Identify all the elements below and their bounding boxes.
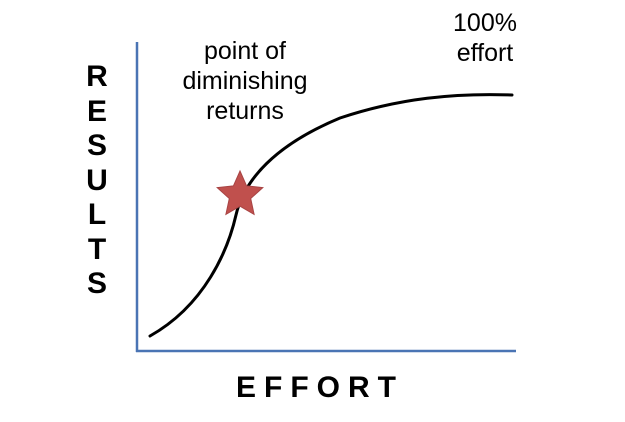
y-axis-label-letter: E [86, 94, 107, 128]
annotation-line: diminishing [182, 67, 308, 95]
diminishing-returns-star-marker [216, 169, 264, 216]
full-effort-annotation: 100% effort [430, 8, 540, 68]
y-axis-label-letter: T [87, 232, 107, 266]
annotation-line: returns [206, 97, 284, 125]
y-axis-label-letter: R [86, 60, 108, 93]
annotation-line: effort [456, 39, 514, 67]
y-axis-label-letter: S [86, 129, 107, 162]
y-axis-label-letter: S [86, 267, 107, 300]
annotation-line: point of [203, 37, 286, 65]
x-axis-label: EFFORT [236, 371, 404, 404]
results-curve [148, 93, 514, 338]
y-axis-label-letter: U [86, 163, 108, 197]
y-axis-label-letter: L [87, 198, 107, 231]
annotation-line: 100% [453, 9, 517, 37]
diminishing-returns-annotation: point of diminishing returns [150, 36, 340, 126]
